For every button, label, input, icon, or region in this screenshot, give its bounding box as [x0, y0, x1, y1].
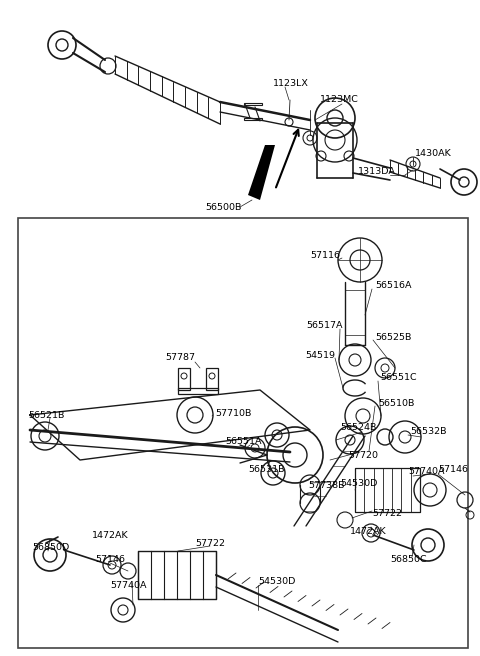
Text: 1472AK: 1472AK — [92, 531, 129, 541]
Text: 57722: 57722 — [372, 510, 402, 518]
Text: 54530D: 54530D — [258, 577, 295, 586]
Polygon shape — [30, 390, 310, 460]
Text: 56516A: 56516A — [375, 281, 411, 289]
Bar — [244, 103, 262, 105]
Bar — [178, 368, 190, 390]
Bar — [18, 218, 468, 648]
Bar — [355, 468, 420, 512]
Text: 56850C: 56850C — [390, 556, 427, 565]
Text: 57146: 57146 — [438, 466, 468, 474]
Text: 56524B: 56524B — [340, 424, 376, 432]
Text: 57738B: 57738B — [308, 480, 345, 489]
Text: 1123MC: 1123MC — [320, 96, 359, 104]
Text: 54530D: 54530D — [340, 480, 377, 489]
Bar — [178, 388, 218, 394]
Text: 57740A: 57740A — [408, 468, 444, 476]
Text: 57710B: 57710B — [215, 409, 252, 417]
Text: 56850D: 56850D — [32, 544, 69, 552]
Text: 57787: 57787 — [165, 354, 195, 363]
Text: 56525B: 56525B — [375, 333, 411, 342]
Text: 57740A: 57740A — [110, 581, 146, 590]
Text: 57146: 57146 — [95, 556, 125, 565]
Text: 1430AK: 1430AK — [415, 148, 452, 157]
Text: 56510B: 56510B — [378, 398, 414, 407]
Text: 56531B: 56531B — [248, 466, 285, 474]
Text: 57722: 57722 — [195, 539, 225, 548]
Text: 1313DA: 1313DA — [358, 167, 396, 176]
Text: 1123LX: 1123LX — [273, 79, 309, 87]
Text: 57116: 57116 — [310, 251, 340, 260]
Text: 56500B: 56500B — [205, 203, 241, 211]
Bar — [138, 551, 216, 599]
Polygon shape — [248, 145, 275, 200]
Text: 56532B: 56532B — [410, 428, 446, 436]
Text: 56517A: 56517A — [306, 321, 343, 331]
Text: 56551A: 56551A — [225, 438, 262, 447]
Text: 54519: 54519 — [305, 350, 335, 359]
Bar — [206, 368, 218, 390]
Text: 56521B: 56521B — [28, 411, 64, 419]
Text: 57720: 57720 — [348, 451, 378, 459]
Bar — [244, 118, 262, 120]
Text: 56551C: 56551C — [380, 373, 417, 382]
Text: 1472AK: 1472AK — [350, 527, 386, 537]
